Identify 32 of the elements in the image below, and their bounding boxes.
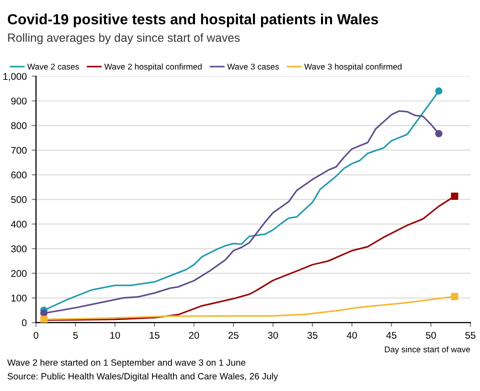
y-tick-label: 200 — [11, 270, 27, 277]
x-tick-label: 40 — [346, 332, 357, 339]
x-tick-label: 30 — [268, 332, 278, 339]
x-tick-label: 15 — [150, 332, 160, 339]
legend-label: Wave 2 cases — [27, 64, 79, 70]
legend-label: Wave 3 cases — [227, 64, 279, 70]
legend-label: Wave 3 hospital confirmed — [304, 63, 402, 72]
y-tick-label: 0 — [22, 319, 27, 326]
x-tick-label: 10 — [110, 332, 120, 339]
y-tick-label: 500 — [11, 196, 27, 204]
source-note: Source: Public Health Wales/Digital Health and Care Wales, 26 July — [8, 372, 278, 382]
x-tick-label: 45 — [386, 332, 396, 339]
chart-subtitle: Rolling averages by day since start of waves — [8, 33, 240, 44]
text: Wave 2 here started on 1 September and wave 3 on 1 June — [7, 359, 246, 368]
x-tick-label: 5 — [73, 332, 78, 339]
x-tick-label: 55 — [465, 332, 476, 339]
y-tick-label: 1,000 — [3, 72, 27, 82]
x-tick-label: 35 — [307, 332, 318, 339]
legend-label: Wave 2 hospital confirmed — [104, 63, 202, 72]
y-tick-label: 600 — [11, 172, 27, 178]
y-tick-label: 800 — [11, 122, 27, 130]
y-tick-label: 400 — [10, 220, 27, 228]
chart-title: Covid-19 positive tests and hospital patients in Wales — [8, 14, 378, 28]
x-tick-label: 50 — [426, 332, 436, 339]
x-tick-label: 20 — [189, 332, 199, 339]
x-tick-label: 0 — [34, 332, 38, 339]
y-tick-label: 300 — [11, 245, 27, 252]
y-tick-label: 700 — [11, 146, 27, 154]
x-axis-title: Day since start of wave — [384, 346, 470, 354]
y-tick-label: 100 — [11, 294, 27, 302]
y-tick-label: 900 — [11, 98, 27, 104]
x-tick-label: 25 — [228, 332, 238, 339]
